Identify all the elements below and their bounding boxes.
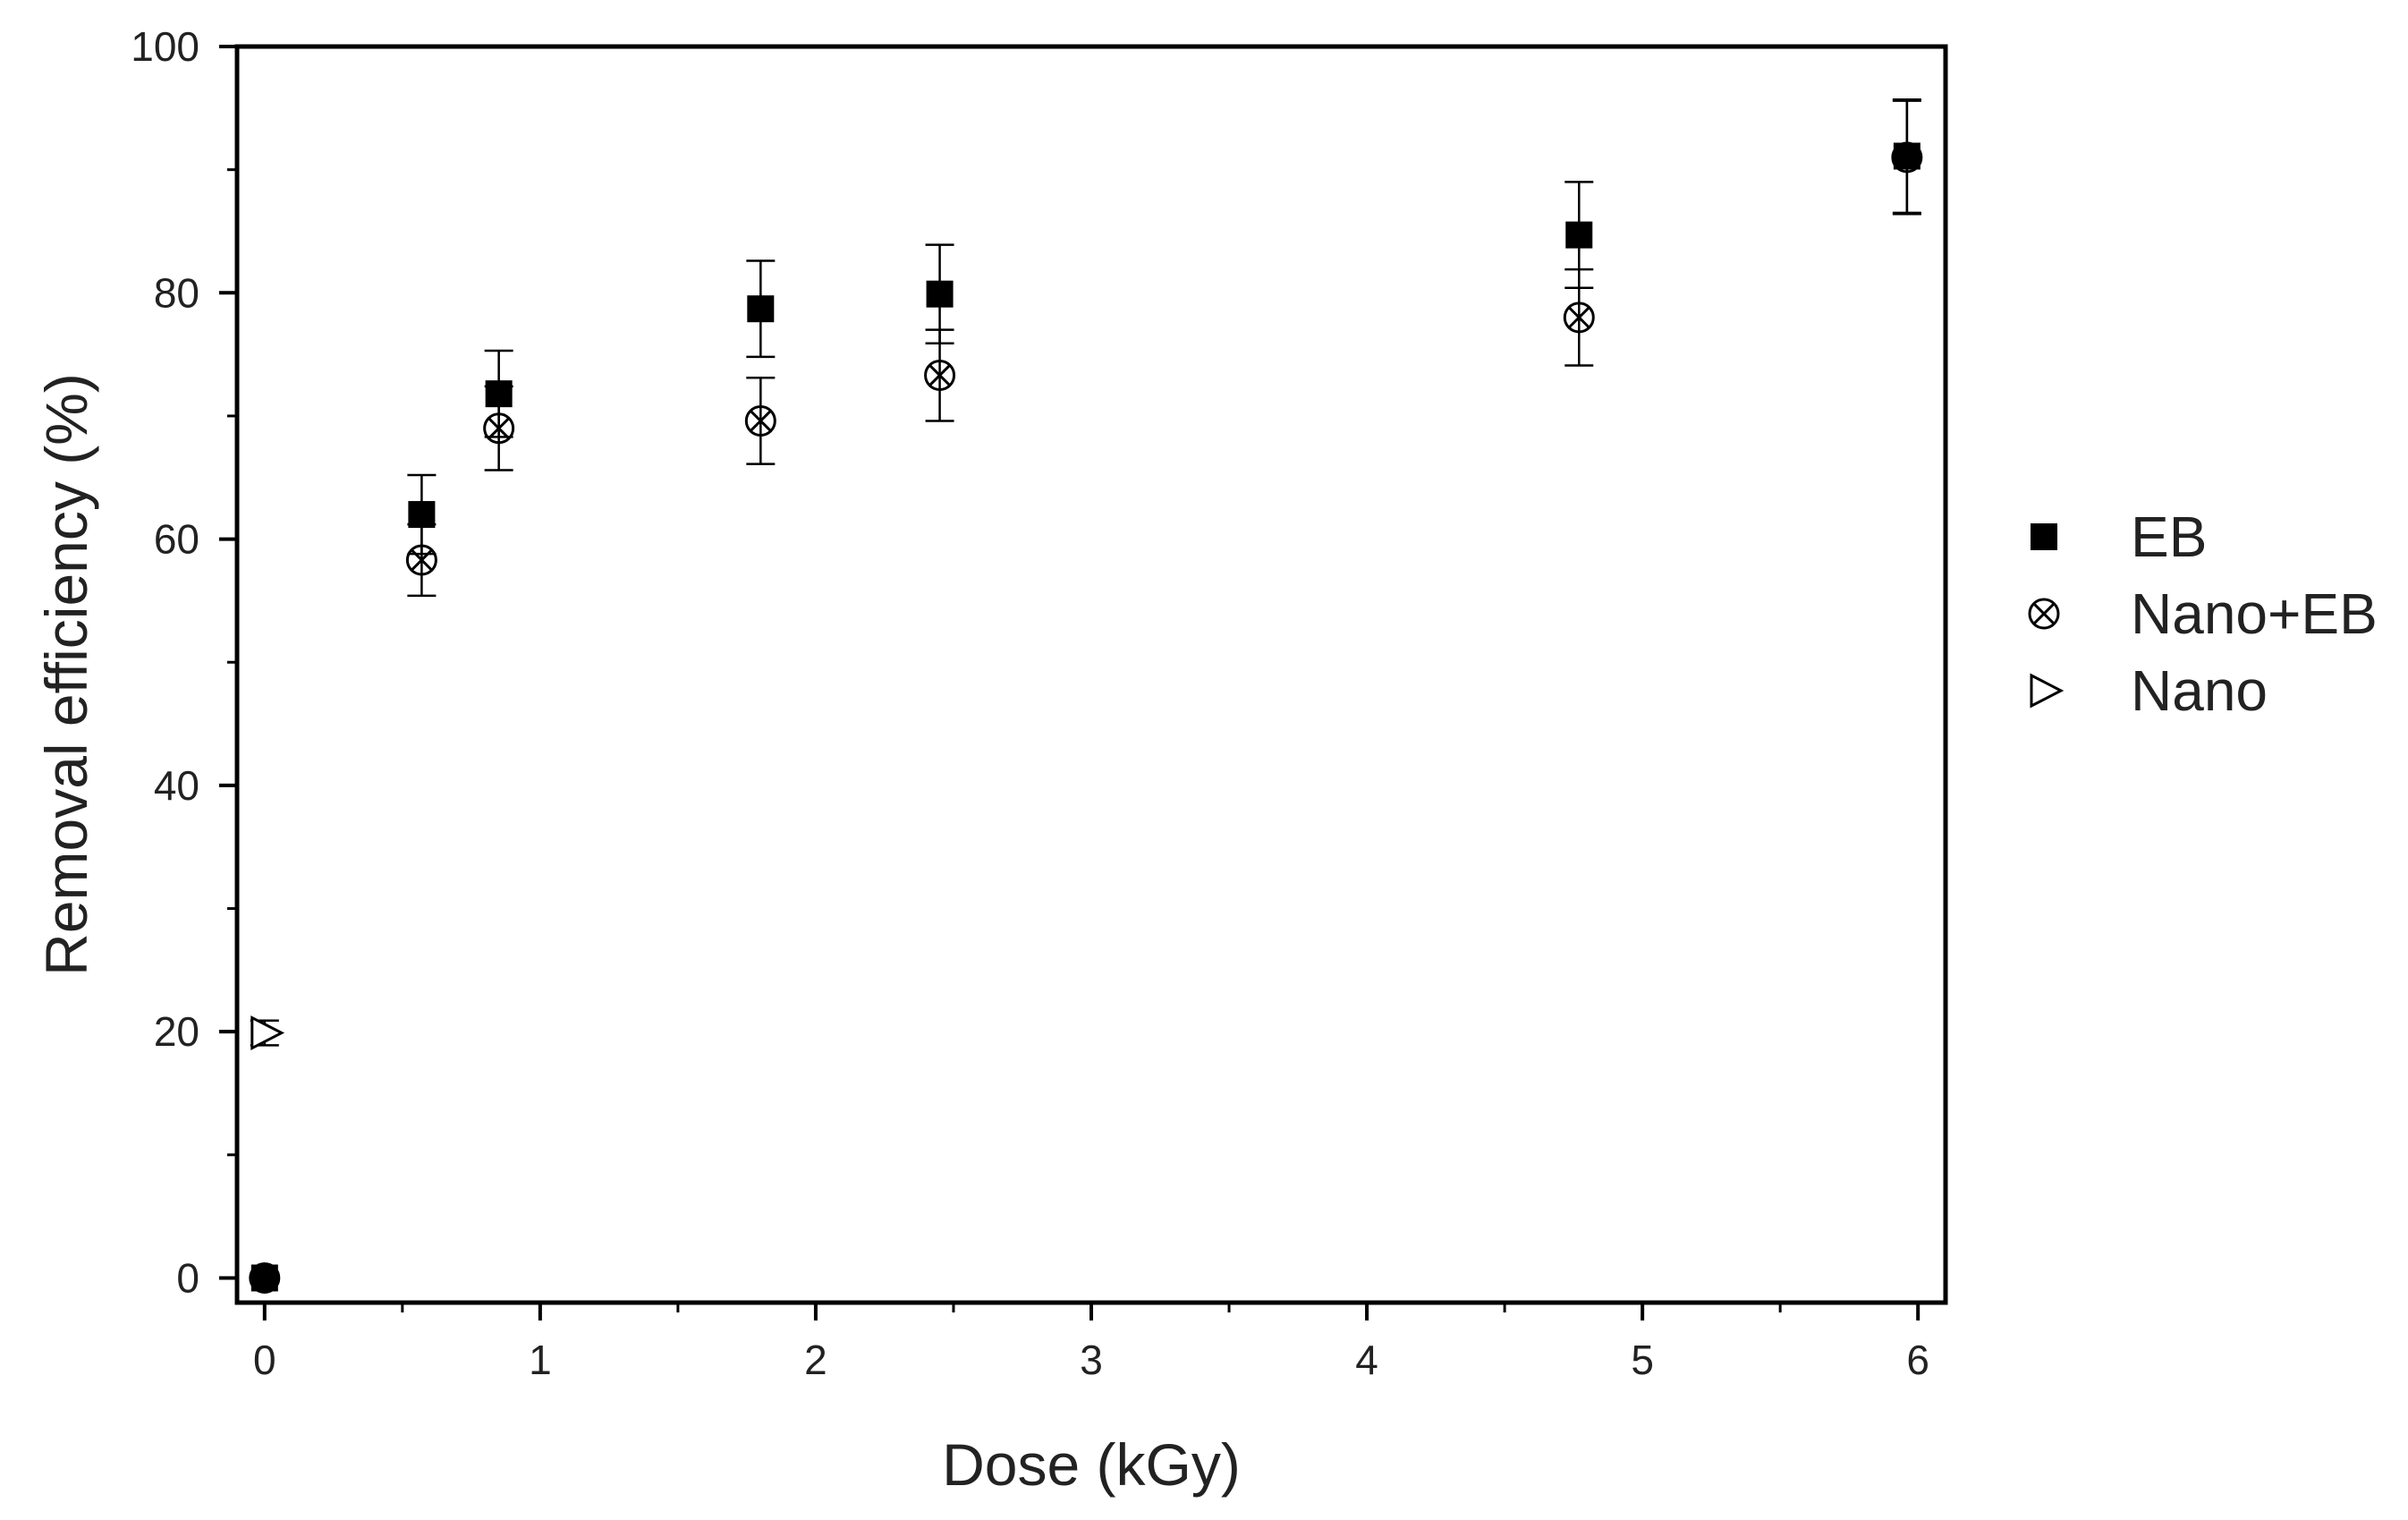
x-tick-label: 2 — [804, 1337, 827, 1383]
marker-circle — [924, 360, 956, 392]
x-tick-label: 4 — [1355, 1337, 1378, 1383]
marker-cross — [1567, 306, 1590, 329]
legend-marker-nano-eb — [2028, 598, 2060, 630]
y-tick-label: 0 — [176, 1254, 199, 1301]
legend: EB Nano+EB Nano — [2028, 505, 2378, 723]
legend-marker-nano — [2030, 673, 2065, 709]
point-nano-eb — [483, 412, 515, 445]
point-nano-eb — [405, 544, 437, 576]
y-tick-label: 80 — [154, 269, 199, 316]
point-nano-eb — [744, 404, 776, 437]
marker-circle — [405, 544, 437, 576]
legend-label: Nano+EB — [2131, 582, 2378, 646]
y-tick-label: 60 — [154, 516, 199, 563]
point-eb — [747, 295, 775, 323]
plot-frame — [234, 44, 1948, 1305]
marker-circle — [483, 412, 515, 445]
point-eb — [926, 280, 954, 308]
point-eb — [1565, 221, 1593, 249]
legend-marker-eb — [2031, 523, 2057, 550]
marker-circle — [744, 404, 776, 437]
marker-cross — [928, 364, 951, 386]
point-eb — [250, 1264, 278, 1292]
marker-circle — [2028, 598, 2060, 630]
point-eb — [485, 380, 513, 408]
marker-cross — [749, 410, 772, 432]
x-tick-label: 6 — [1906, 1337, 1929, 1383]
point-nano — [250, 1015, 285, 1051]
y-axis-title: Removal efficiency (%) — [33, 373, 99, 976]
y-tick-label: 20 — [154, 1008, 199, 1055]
point-nano-eb — [1563, 301, 1595, 334]
marker-circle — [249, 1261, 281, 1294]
x-tick-label: 1 — [529, 1337, 552, 1383]
x-tick-label: 3 — [1080, 1337, 1103, 1383]
x-tick-label: 5 — [1631, 1337, 1654, 1383]
marker-cross — [411, 548, 433, 572]
y-tick-label: 100 — [131, 23, 199, 70]
point-eb — [408, 501, 436, 529]
legend-label: EB — [2131, 505, 2207, 569]
x-axis-title: Dose (kGy) — [942, 1431, 1241, 1498]
point-eb — [1893, 142, 1920, 170]
x-tick-label: 0 — [253, 1337, 276, 1383]
point-nano-eb — [924, 360, 956, 392]
y-axis: 0 20 40 60 80 100 — [131, 23, 237, 1301]
marker-circle — [1563, 301, 1595, 334]
marker-cross — [2032, 602, 2056, 625]
legend-label: Nano — [2131, 658, 2268, 723]
y-tick-label: 40 — [154, 762, 199, 809]
data-points — [249, 141, 1923, 1294]
marker-cross — [488, 417, 511, 440]
error-bars — [250, 98, 1921, 1047]
x-axis: 0 1 2 3 4 5 6 — [253, 1303, 1929, 1383]
